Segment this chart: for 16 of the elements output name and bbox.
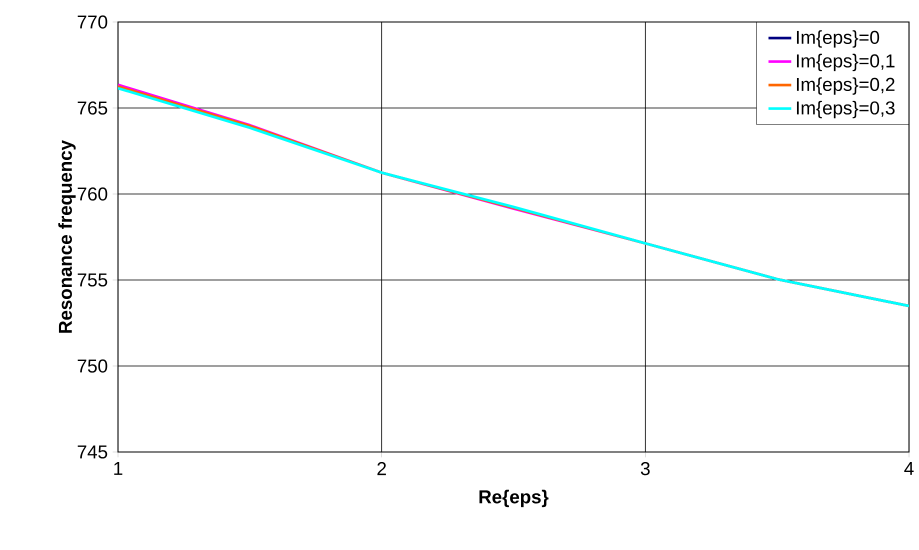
legend-label: Im{eps}=0,1 bbox=[796, 54, 894, 72]
x-tick-label: 1 bbox=[114, 462, 122, 475]
y-tick-label: 755 bbox=[78, 273, 108, 287]
y-axis-title: Resonance frequency bbox=[58, 140, 76, 333]
legend-label: Im{eps}=0 bbox=[796, 30, 880, 48]
y-tick-label: 760 bbox=[78, 187, 108, 201]
x-tick-label: 3 bbox=[640, 462, 650, 476]
x-axis-title: Re{eps} bbox=[479, 490, 548, 508]
y-tick-label: 770 bbox=[78, 15, 108, 29]
y-tick-label: 750 bbox=[78, 359, 108, 373]
legend-label: Im{eps}=0,3 bbox=[796, 100, 895, 118]
y-tick-label: 745 bbox=[78, 445, 108, 459]
legend-label: Im{eps}=0,2 bbox=[796, 77, 894, 95]
y-tick-label: 765 bbox=[78, 101, 108, 115]
x-tick-label: 2 bbox=[377, 462, 386, 476]
x-tick-label: 4 bbox=[904, 462, 914, 475]
